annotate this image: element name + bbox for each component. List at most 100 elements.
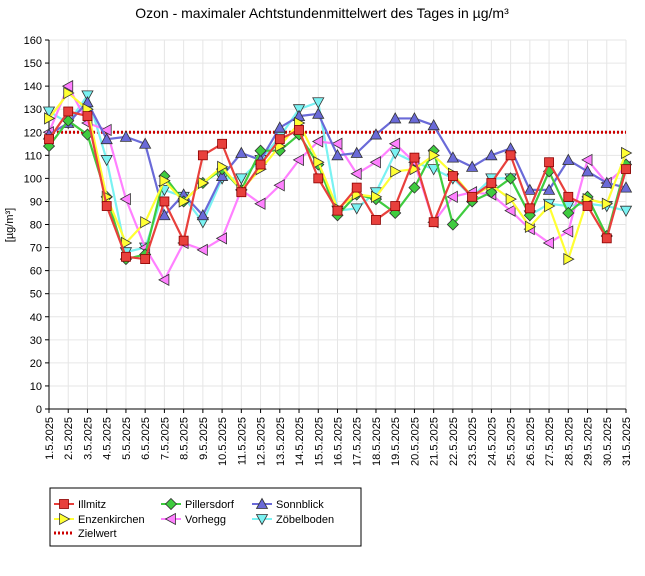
y-tick-label: 80 [30, 220, 42, 232]
data-point-pillersdorf [254, 144, 267, 157]
data-point-illmitz [294, 125, 304, 135]
data-point-vorhegg [215, 232, 228, 245]
data-point-enzenkirchen [313, 156, 325, 169]
data-point-vorhegg [369, 156, 381, 169]
series-sonnblick [42, 95, 633, 221]
data-point-enzenkirchen [621, 146, 633, 160]
data-point-enzenkirchen [197, 176, 210, 190]
data-point-z-belboden [619, 205, 633, 217]
data-point-enzenkirchen [390, 165, 402, 178]
y-tick-label: 120 [24, 127, 42, 139]
data-point-pillersdorf [408, 181, 421, 194]
x-tick-label: 26.5.2025 [525, 417, 537, 466]
data-point-enzenkirchen [371, 190, 383, 204]
y-tick-label: 160 [24, 35, 42, 47]
y-tick-label: 140 [24, 81, 42, 93]
data-point-illmitz [544, 157, 554, 168]
data-point-illmitz [467, 191, 478, 202]
data-point-pillersdorf [504, 172, 517, 185]
x-tick-label: 18.5.2025 [371, 417, 383, 466]
legend: Illmitz Pillersdorf Sonnblick Enzenkirchen V… [49, 487, 362, 547]
y-tick-label: 130 [24, 104, 42, 116]
x-axis: 1.5.2025 2.5.2025 3.5.2025 4.5.2025 5.5.2025… [44, 408, 633, 466]
data-point-illmitz [601, 233, 612, 244]
data-point-illmitz [101, 201, 112, 211]
data-point-z-belboden [100, 155, 113, 167]
y-tick-label: 40 [30, 312, 42, 324]
data-point-sonnblick [196, 208, 210, 221]
data-point-z-belboden [350, 203, 363, 215]
data-point-z-belboden [292, 104, 306, 116]
data-point-sonnblick [427, 119, 440, 131]
data-point-sonnblick [389, 112, 402, 124]
data-point-sonnblick [581, 165, 594, 177]
data-point-illmitz [621, 164, 631, 175]
x-tick-label: 29.5.2025 [583, 417, 595, 466]
data-point-z-belboden [81, 90, 94, 102]
data-point-vorhegg [542, 236, 554, 250]
data-point-vorhegg [292, 153, 304, 167]
x-tick-label: 8.5.2025 [179, 417, 191, 460]
legend-marker-pillersdorf [164, 497, 178, 511]
data-point-vorhegg [158, 273, 170, 287]
data-point-illmitz [255, 159, 266, 170]
x-tick-label: 16.5.2025 [333, 417, 345, 466]
data-point-enzenkirchen [428, 149, 440, 162]
legend-label-vorhegg: Vorhegg [185, 514, 226, 526]
x-tick-label: 31.5.2025 [621, 417, 633, 466]
data-point-enzenkirchen [524, 220, 537, 233]
data-point-illmitz [82, 111, 93, 122]
x-tick-label: 10.5.2025 [217, 417, 229, 466]
data-point-illmitz [371, 214, 381, 225]
data-point-illmitz [486, 178, 497, 188]
data-point-z-belboden [312, 97, 325, 109]
data-point-illmitz [332, 205, 343, 216]
data-point-sonnblick [158, 208, 171, 221]
data-point-sonnblick [369, 128, 383, 140]
data-point-enzenkirchen [44, 112, 56, 125]
data-point-vorhegg [581, 153, 593, 167]
data-point-sonnblick [446, 151, 460, 163]
legend-label-illmitz: Illmitz [78, 499, 106, 511]
data-point-vorhegg [504, 204, 516, 217]
data-point-vorhegg [350, 167, 362, 180]
y-tick-label: 90 [30, 196, 42, 208]
data-point-illmitz [409, 152, 420, 163]
x-tick-label: 14.5.2025 [294, 417, 306, 466]
data-point-enzenkirchen [140, 216, 152, 229]
y-tick-label: 20 [30, 358, 42, 370]
data-point-illmitz [178, 235, 189, 246]
data-point-enzenkirchen [159, 174, 171, 187]
data-point-sonnblick [523, 183, 537, 195]
data-point-sonnblick [350, 146, 363, 158]
y-tick-label: 0 [36, 404, 42, 416]
legend-marker-illmitz [59, 499, 69, 509]
x-tick-label: 13.5.2025 [275, 417, 287, 466]
data-point-z-belboden [42, 106, 56, 118]
data-point-illmitz [217, 138, 228, 149]
x-tick-label: 25.5.2025 [506, 417, 518, 466]
data-point-vorhegg [311, 135, 324, 148]
data-point-z-belboden [235, 173, 248, 185]
x-tick-label: 12.5.2025 [256, 417, 268, 466]
legend-marker-sonnblick [255, 497, 269, 509]
y-tick-label: 50 [30, 289, 42, 301]
data-point-illmitz [140, 254, 151, 264]
series-group [42, 79, 633, 287]
data-point-vorhegg [254, 197, 266, 210]
data-point-sonnblick [465, 160, 479, 172]
data-point-sonnblick [600, 176, 613, 188]
data-point-illmitz [563, 191, 574, 202]
legend-marker-z-belboden [255, 514, 269, 526]
legend-label-z-belboden: Zöbelboden [276, 514, 334, 526]
y-tick-label: 30 [30, 335, 42, 347]
data-point-sonnblick [408, 112, 421, 124]
data-point-illmitz [390, 201, 401, 211]
x-tick-label: 15.5.2025 [313, 417, 325, 466]
x-tick-label: 6.5.2025 [140, 417, 152, 460]
data-point-vorhegg [61, 79, 74, 93]
x-tick-label: 17.5.2025 [352, 417, 364, 466]
x-tick-label: 23.5.2025 [467, 417, 479, 466]
data-point-illmitz [313, 173, 324, 184]
